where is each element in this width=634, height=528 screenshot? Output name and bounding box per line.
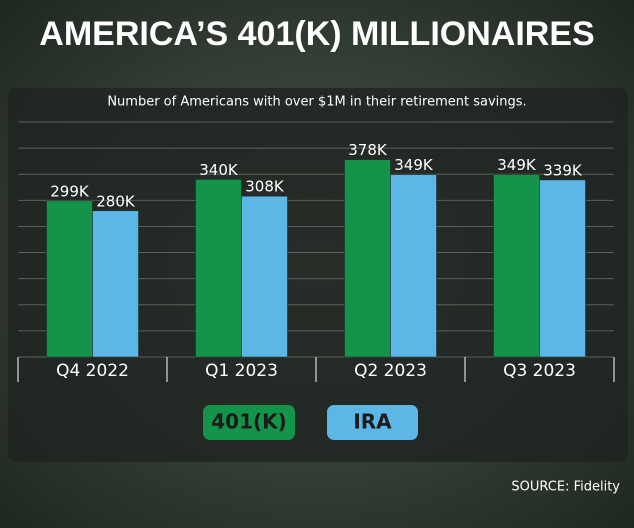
bar bbox=[195, 179, 242, 358]
data-label: 349K bbox=[394, 156, 434, 174]
bar bbox=[539, 179, 586, 358]
data-label: 378K bbox=[348, 141, 388, 159]
bar bbox=[390, 174, 437, 358]
bar bbox=[92, 210, 139, 358]
x-tick-label: Q1 2023 bbox=[205, 361, 278, 381]
chart-title: AMERICA’S 401(K) MILLIONAIRES bbox=[39, 15, 594, 53]
x-tick-label: Q2 2023 bbox=[354, 361, 427, 381]
legend-swatch bbox=[327, 405, 418, 440]
legend-label: IRA bbox=[353, 410, 392, 434]
source: SOURCE: Fidelity bbox=[511, 480, 620, 495]
chart-subtitle: Number of Americans with over $1M in the… bbox=[107, 95, 526, 110]
data-label: 339K bbox=[543, 161, 583, 179]
bar bbox=[46, 200, 93, 358]
data-label: 340K bbox=[199, 161, 239, 179]
x-tick-label: Q4 2022 bbox=[56, 361, 129, 381]
legend-swatch bbox=[203, 405, 295, 440]
x-tick-label: Q3 2023 bbox=[503, 361, 576, 381]
data-label: 308K bbox=[245, 178, 285, 196]
bar bbox=[241, 195, 288, 358]
legend-label: 401(K) bbox=[211, 410, 287, 434]
data-label: 299K bbox=[50, 182, 90, 200]
bar bbox=[344, 159, 391, 358]
data-label: 349K bbox=[497, 156, 537, 174]
bar bbox=[493, 174, 540, 358]
panel bbox=[8, 88, 628, 462]
data-label: 280K bbox=[96, 192, 136, 210]
